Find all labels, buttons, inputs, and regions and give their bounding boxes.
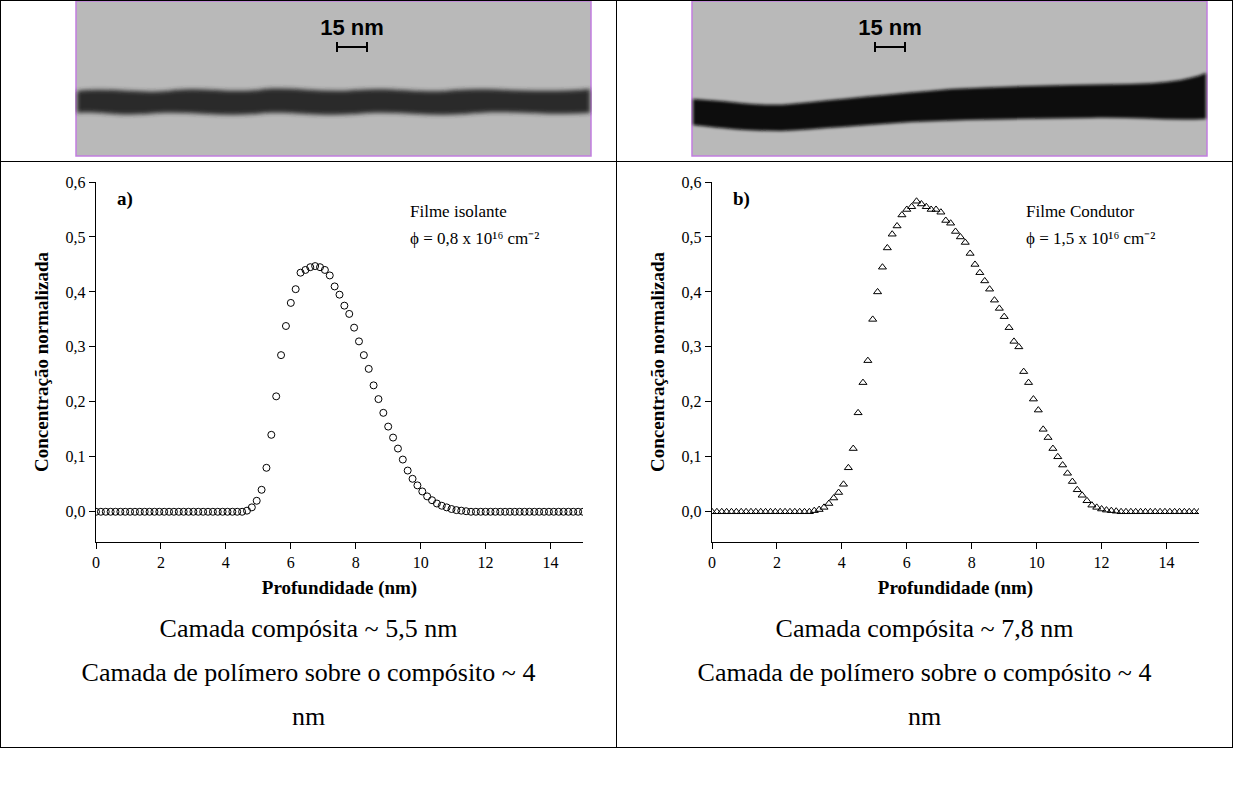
html-text:Camada compósita ~ 5,5 nm: Camada compósita ~ 5,5 nm: [159, 614, 458, 643]
svg-text:Profundidade (nm): Profundidade (nm): [262, 577, 417, 599]
svg-text:2: 2: [773, 554, 781, 571]
svg-text:0,5: 0,5: [682, 229, 702, 246]
svg-text:0,0: 0,0: [682, 503, 702, 520]
svg-text:0,2: 0,2: [682, 393, 702, 410]
svg-text:0,1: 0,1: [66, 448, 86, 465]
svg-text:0,1: 0,1: [682, 448, 702, 465]
svg-text:ϕ = 0,8 x 10¹⁶ cm⁻²: ϕ = 0,8 x 10¹⁶ cm⁻²: [410, 229, 539, 248]
svg-text:0,0: 0,0: [66, 503, 86, 520]
svg-text:b): b): [733, 188, 750, 210]
svg-text:0,4: 0,4: [682, 284, 702, 301]
html-text:Camada de polímero sobre o com: Camada de polímero sobre o compósito ~ 4…: [81, 658, 536, 731]
svg-text:8: 8: [352, 554, 360, 571]
svg-text:15 nm: 15 nm: [320, 15, 384, 40]
svg-text:4: 4: [838, 554, 846, 571]
svg-text:0,3: 0,3: [66, 338, 86, 355]
svg-text:Filme isolante: Filme isolante: [410, 202, 507, 221]
svg-text:12: 12: [478, 554, 494, 571]
svg-text:6: 6: [287, 554, 295, 571]
svg-text:10: 10: [1029, 554, 1045, 571]
svg-text:0,3: 0,3: [682, 338, 702, 355]
svg-text:0: 0: [708, 554, 716, 571]
svg-text:0,5: 0,5: [66, 229, 86, 246]
svg-text:0: 0: [92, 554, 100, 571]
svg-text:4: 4: [222, 554, 230, 571]
svg-text:6: 6: [903, 554, 911, 571]
svg-text:0,6: 0,6: [682, 174, 702, 191]
html-text:Camada compósita ~ 7,8 nm: Camada compósita ~ 7,8 nm: [775, 614, 1074, 643]
svg-text:a): a): [117, 188, 133, 210]
svg-text:15 nm: 15 nm: [858, 15, 922, 40]
svg-text:12: 12: [1094, 554, 1110, 571]
svg-text:0,2: 0,2: [66, 393, 86, 410]
html-text:Camada de polímero sobre o com: Camada de polímero sobre o compósito ~ 4…: [697, 658, 1152, 731]
svg-text:8: 8: [968, 554, 976, 571]
svg-text:0,6: 0,6: [66, 174, 86, 191]
svg-text:10: 10: [413, 554, 429, 571]
svg-text:Concentração normalizada: Concentração normalizada: [647, 251, 668, 472]
svg-text:Filme Condutor: Filme Condutor: [1026, 202, 1134, 221]
svg-text:Profundidade (nm): Profundidade (nm): [878, 577, 1033, 599]
svg-text:14: 14: [1159, 554, 1175, 571]
svg-text:14: 14: [543, 554, 559, 571]
svg-text:2: 2: [157, 554, 165, 571]
svg-text:Concentração normalizada: Concentração normalizada: [31, 251, 52, 472]
svg-text:0,4: 0,4: [66, 284, 86, 301]
svg-text:ϕ = 1,5 x 10¹⁶ cm⁻²: ϕ = 1,5 x 10¹⁶ cm⁻²: [1026, 229, 1155, 248]
